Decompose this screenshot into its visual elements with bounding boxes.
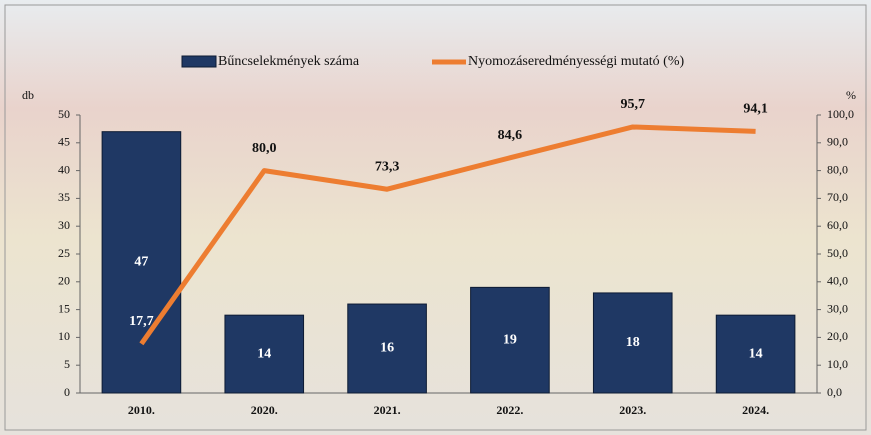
- y2-tick-label: 60,0: [827, 218, 848, 232]
- y-axis-label: db: [22, 88, 34, 102]
- line-value-label: 84,6: [498, 128, 523, 143]
- chart-border: [4, 4, 867, 431]
- y-tick-label: 35: [58, 190, 70, 204]
- bar-value-label: 16: [380, 341, 394, 356]
- line-value-label: 73,3: [375, 159, 400, 174]
- legend-swatch: [181, 55, 217, 68]
- x-tick-label: 2022.: [496, 403, 523, 417]
- y2-tick-label: 90,0: [827, 135, 848, 149]
- bar: [592, 292, 673, 394]
- y-tick-label: 20: [58, 274, 70, 288]
- y2-tick-label: 70,0: [827, 190, 848, 204]
- bar: [101, 131, 182, 394]
- bar: [715, 314, 796, 394]
- legend-label: Bűncselekmények száma: [218, 54, 360, 69]
- x-tick-label: 2023.: [619, 403, 646, 417]
- y2-axis-label: %: [846, 88, 856, 102]
- y-tick-label: 10: [58, 329, 70, 343]
- legend-label: Nyomozáseredményességi mutató (%): [468, 54, 684, 69]
- y-tick-label: 40: [58, 162, 70, 176]
- y2-tick-label: 10,0: [827, 357, 848, 371]
- y2-tick-label: 80,0: [827, 162, 848, 176]
- x-tick-label: 2020.: [251, 403, 278, 417]
- line: [139, 124, 756, 346]
- line-value-label: 94,1: [743, 102, 768, 117]
- x-tick-label: 2010.: [128, 403, 155, 417]
- y-tick-label: 25: [58, 246, 70, 260]
- bar-value-label: 14: [749, 346, 763, 361]
- y-tick-label: 30: [58, 218, 70, 232]
- x-tick-label: 2024.: [742, 403, 769, 417]
- bar-value-label: 47: [134, 255, 148, 270]
- bar-value-label: 19: [503, 332, 517, 347]
- line-value-label: 95,7: [621, 97, 646, 112]
- bar-value-label: 14: [257, 346, 271, 361]
- y2-tick-label: 100,0: [827, 107, 854, 121]
- y-tick-label: 15: [58, 301, 70, 315]
- y2-tick-label: 20,0: [827, 329, 848, 343]
- line-value-label: 80,0: [252, 141, 277, 156]
- y2-tick-label: 50,0: [827, 246, 848, 260]
- bar: [224, 314, 305, 394]
- bar: [470, 286, 550, 394]
- y-tick-label: 50: [58, 107, 70, 121]
- y-tick-label: 5: [64, 357, 70, 371]
- bar-value-label: 18: [626, 335, 640, 350]
- y2-tick-label: 30,0: [827, 301, 848, 315]
- y-tick-label: 0: [64, 385, 70, 399]
- x-tick-label: 2021.: [374, 403, 401, 417]
- bar: [347, 303, 427, 394]
- y2-tick-label: 0,0: [827, 385, 842, 399]
- y-tick-label: 45: [58, 135, 70, 149]
- y2-tick-label: 40,0: [827, 274, 848, 288]
- line-value-label: 17,7: [129, 314, 154, 329]
